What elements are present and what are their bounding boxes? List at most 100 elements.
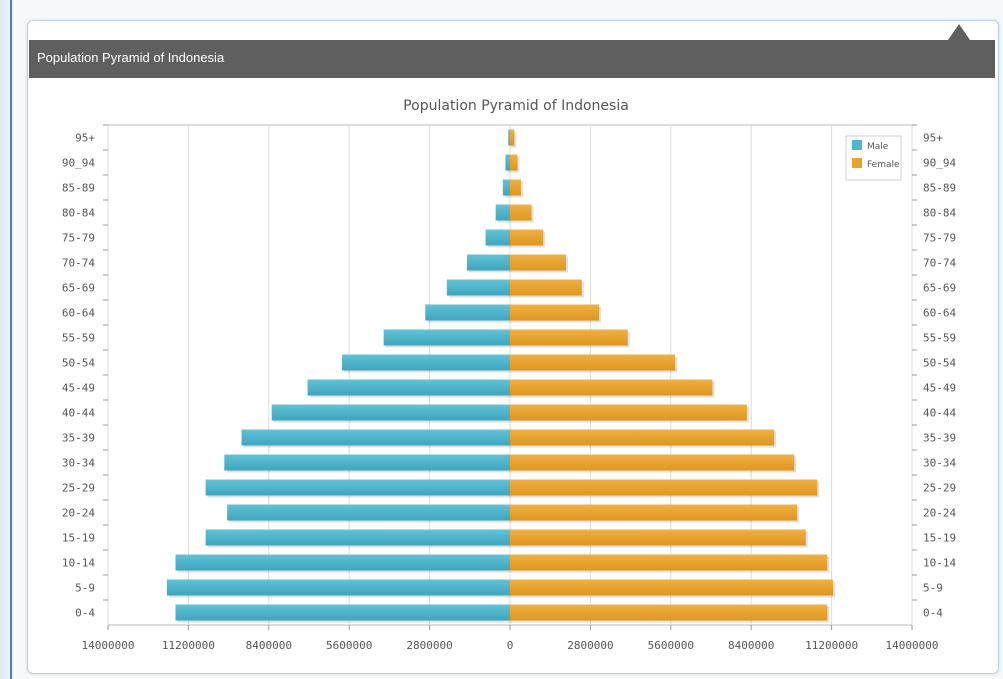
y-label-right: 30-34: [923, 457, 956, 470]
bar-female[interactable]: [510, 279, 582, 296]
bar-male[interactable]: [505, 154, 510, 171]
bar-female[interactable]: [510, 504, 798, 521]
bar-male[interactable]: [485, 229, 510, 246]
y-label-left: 20-24: [62, 507, 95, 520]
x-tick-label: 8400000: [246, 639, 292, 652]
y-label-left: 85-89: [62, 182, 95, 195]
bar-female[interactable]: [510, 429, 775, 446]
x-tick-label: 11200000: [805, 639, 858, 652]
page-left-border: [10, 0, 12, 679]
y-label-right: 40-44: [923, 407, 956, 420]
x-tick-label: 5600000: [326, 639, 372, 652]
x-tick-label: 14000000: [82, 639, 135, 652]
y-label-right: 15-19: [923, 532, 956, 545]
bar-female[interactable]: [510, 604, 828, 621]
bar-male[interactable]: [307, 379, 510, 396]
y-label-right: 50-54: [923, 357, 956, 370]
y-label-left: 55-59: [62, 332, 95, 345]
bar-male[interactable]: [342, 354, 510, 371]
bar-male[interactable]: [241, 429, 510, 446]
y-label-right: 85-89: [923, 182, 956, 195]
bar-male[interactable]: [205, 479, 510, 496]
bar-male[interactable]: [508, 129, 510, 146]
y-label-right: 75-79: [923, 232, 956, 245]
x-tick-label: 8400000: [728, 639, 774, 652]
y-label-right: 95+: [923, 132, 943, 145]
y-label-right: 55-59: [923, 332, 956, 345]
bar-female[interactable]: [510, 329, 628, 346]
y-label-right: 35-39: [923, 432, 956, 445]
y-label-right: 70-74: [923, 257, 956, 270]
bar-male[interactable]: [446, 279, 510, 296]
bar-female[interactable]: [510, 404, 747, 421]
bar-female[interactable]: [510, 304, 600, 321]
bar-female[interactable]: [510, 204, 532, 221]
x-tick-label: 14000000: [886, 639, 939, 652]
bar-female[interactable]: [510, 179, 521, 196]
y-label-left: 80-84: [62, 207, 95, 220]
chart-title: Population Pyramid of Indonesia: [403, 98, 629, 114]
legend-label[interactable]: Male: [867, 142, 889, 152]
y-label-right: 20-24: [923, 507, 956, 520]
bar-female[interactable]: [510, 379, 713, 396]
bar-female[interactable]: [510, 529, 806, 546]
bar-female[interactable]: [510, 479, 818, 496]
legend-swatch: [852, 158, 862, 168]
bar-female[interactable]: [510, 454, 795, 471]
y-label-left: 65-69: [62, 282, 95, 295]
y-label-right: 80-84: [923, 207, 956, 220]
y-label-left: 70-74: [62, 257, 95, 270]
x-tick-label: 0: [507, 639, 514, 652]
y-label-left: 60-64: [62, 307, 95, 320]
bar-male[interactable]: [166, 579, 510, 596]
y-label-right: 10-14: [923, 557, 956, 570]
y-label-left: 75-79: [62, 232, 95, 245]
y-label-left: 90_94: [62, 157, 95, 170]
y-label-right: 65-69: [923, 282, 956, 295]
bar-female[interactable]: [510, 554, 828, 571]
legend-swatch: [852, 140, 862, 150]
bar-male[interactable]: [502, 179, 510, 196]
y-label-left: 50-54: [62, 357, 95, 370]
y-label-left: 95+: [75, 132, 95, 145]
x-tick-label: 11200000: [162, 639, 215, 652]
y-label-right: 45-49: [923, 382, 956, 395]
legend-label[interactable]: Female: [867, 160, 900, 170]
bar-male[interactable]: [175, 554, 510, 571]
y-label-left: 45-49: [62, 382, 95, 395]
panel-pointer-caret: [948, 24, 970, 40]
bar-female[interactable]: [510, 229, 544, 246]
y-label-right: 0-4: [923, 607, 943, 620]
x-tick-label: 2800000: [406, 639, 452, 652]
y-label-left: 40-44: [62, 407, 95, 420]
bar-male[interactable]: [224, 454, 511, 471]
y-label-right: 25-29: [923, 482, 956, 495]
bar-male[interactable]: [205, 529, 510, 546]
legend: Male Female: [845, 135, 902, 181]
bar-male[interactable]: [383, 329, 510, 346]
bar-male[interactable]: [227, 504, 510, 521]
y-label-left: 15-19: [62, 532, 95, 545]
bar-female[interactable]: [510, 579, 834, 596]
panel-title: Population Pyramid of Indonesia: [37, 50, 225, 65]
y-label-left: 10-14: [62, 557, 95, 570]
y-label-left: 25-29: [62, 482, 95, 495]
bar-male[interactable]: [175, 604, 510, 621]
x-tick-label: 5600000: [648, 639, 694, 652]
bar-female[interactable]: [510, 154, 518, 171]
panel-header: Population Pyramid of Indonesia: [29, 40, 995, 78]
y-label-right: 5-9: [923, 582, 943, 595]
bar-female[interactable]: [510, 254, 566, 271]
y-label-left: 30-34: [62, 457, 95, 470]
bar-male[interactable]: [271, 404, 510, 421]
bar-male[interactable]: [495, 204, 510, 221]
y-label-right: 60-64: [923, 307, 956, 320]
y-label-left: 5-9: [75, 582, 95, 595]
bar-male[interactable]: [425, 304, 510, 321]
bar-male[interactable]: [466, 254, 510, 271]
y-label-left: 0-4: [75, 607, 95, 620]
y-label-right: 90_94: [923, 157, 956, 170]
bar-female[interactable]: [510, 354, 676, 371]
bar-female[interactable]: [510, 129, 515, 146]
